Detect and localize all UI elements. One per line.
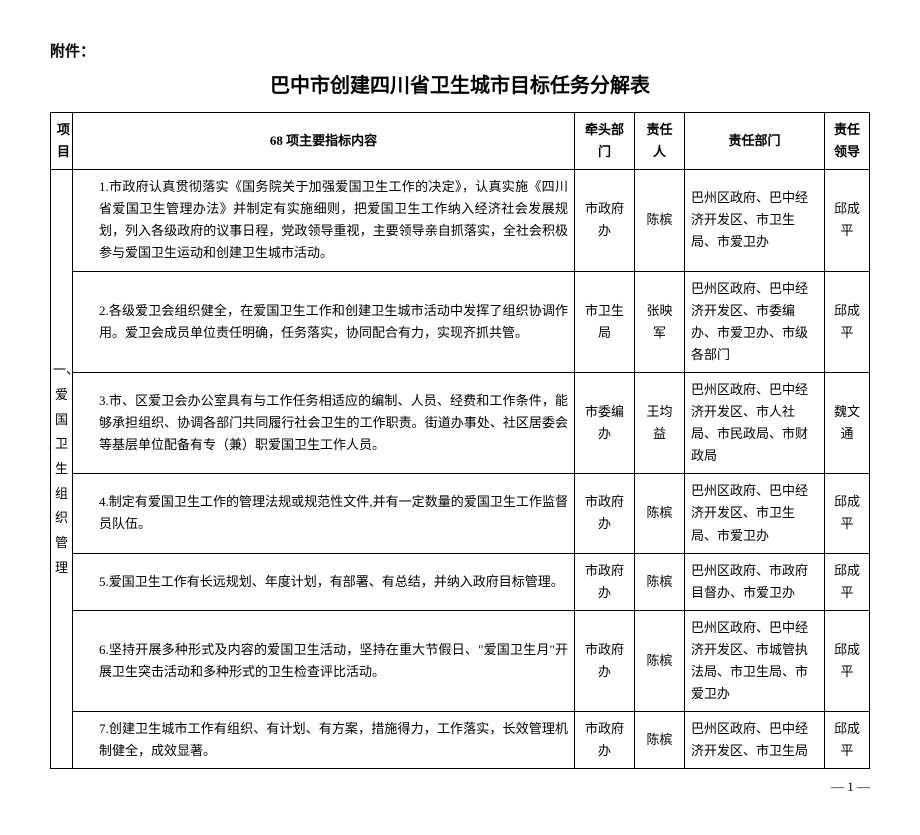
indicator-cell: 1.市政府认真贯彻落实《国务院关于加强爱国卫生工作的决定》，认真实施《四川省爱国… — [73, 170, 575, 271]
indicator-cell: 5.爱国卫生工作有长远规划、年度计划，有部署、有总结，并纳入政府目标管理。 — [73, 553, 575, 610]
header-person: 责任人 — [635, 113, 685, 170]
table-header-row: 项目 68 项主要指标内容 牵头部门 责任人 责任部门 责任领导 — [51, 113, 870, 170]
resp-dept-cell: 巴州区政府、巴中经济开发区、市卫生局、市爱卫办 — [685, 170, 825, 271]
resp-dept-cell: 巴州区政府、巴中经济开发区、市卫生局 — [685, 712, 825, 769]
lead-dept-cell: 市政府办 — [575, 170, 635, 271]
resp-dept-cell: 巴州区政府、巴中经济开发区、市卫生局、市爱卫办 — [685, 474, 825, 553]
table-row: 2.各级爱卫会组织健全，在爱国卫生工作和创建卫生城市活动中发挥了组织协调作用。爱… — [51, 271, 870, 372]
person-cell: 陈槟 — [635, 474, 685, 553]
lead-dept-cell: 市政府办 — [575, 712, 635, 769]
resp-dept-cell: 巴州区政府、巴中经济开发区、市委编办、市爱卫办、市级各部门 — [685, 271, 825, 372]
indicator-cell: 6.坚持开展多种形式及内容的爱国卫生活动，坚持在重大节假日、"爱国卫生月"开展卫… — [73, 610, 575, 711]
indicator-cell: 7.创建卫生城市工作有组织、有计划、有方案，措施得力，工作落实，长效管理机制健全… — [73, 712, 575, 769]
person-cell: 陈槟 — [635, 553, 685, 610]
table-row: 一、爱国卫生组织管理 1.市政府认真贯彻落实《国务院关于加强爱国卫生工作的决定》… — [51, 170, 870, 271]
task-table: 项目 68 项主要指标内容 牵头部门 责任人 责任部门 责任领导 一、爱国卫生组… — [50, 112, 870, 769]
indicator-cell: 4.制定有爱国卫生工作的管理法规或规范性文件,并有一定数量的爱国卫生工作监督员队… — [73, 474, 575, 553]
resp-leader-cell: 魏文通 — [825, 372, 870, 473]
table-row: 6.坚持开展多种形式及内容的爱国卫生活动，坚持在重大节假日、"爱国卫生月"开展卫… — [51, 610, 870, 711]
resp-leader-cell: 邱成平 — [825, 170, 870, 271]
person-cell: 陈槟 — [635, 610, 685, 711]
resp-leader-cell: 邱成平 — [825, 610, 870, 711]
table-row: 7.创建卫生城市工作有组织、有计划、有方案，措施得力，工作落实，长效管理机制健全… — [51, 712, 870, 769]
table-row: 3.市、区爱卫会办公室具有与工作任务相适应的编制、人员、经费和工作条件，能够承担… — [51, 372, 870, 473]
header-indicator: 68 项主要指标内容 — [73, 113, 575, 170]
lead-dept-cell: 市委编办 — [575, 372, 635, 473]
resp-dept-cell: 巴州区政府、巴中经济开发区、市人社局、市民政局、市财政局 — [685, 372, 825, 473]
resp-dept-cell: 巴州区政府、巴中经济开发区、市城管执法局、市卫生局、市爱卫办 — [685, 610, 825, 711]
header-project: 项目 — [51, 113, 73, 170]
header-resp-leader: 责任领导 — [825, 113, 870, 170]
indicator-cell: 2.各级爱卫会组织健全，在爱国卫生工作和创建卫生城市活动中发挥了组织协调作用。爱… — [73, 271, 575, 372]
person-cell: 张映军 — [635, 271, 685, 372]
resp-leader-cell: 邱成平 — [825, 271, 870, 372]
header-lead-dept: 牵头部门 — [575, 113, 635, 170]
category-cell: 一、爱国卫生组织管理 — [51, 170, 73, 769]
person-cell: 陈槟 — [635, 712, 685, 769]
header-resp-dept: 责任部门 — [685, 113, 825, 170]
person-cell: 王均益 — [635, 372, 685, 473]
lead-dept-cell: 市卫生局 — [575, 271, 635, 372]
page-number: — 1 — — [50, 779, 870, 795]
resp-leader-cell: 邱成平 — [825, 474, 870, 553]
page-title: 巴中市创建四川省卫生城市目标任务分解表 — [50, 69, 870, 98]
lead-dept-cell: 市政府办 — [575, 553, 635, 610]
lead-dept-cell: 市政府办 — [575, 474, 635, 553]
indicator-cell: 3.市、区爱卫会办公室具有与工作任务相适应的编制、人员、经费和工作条件，能够承担… — [73, 372, 575, 473]
person-cell: 陈槟 — [635, 170, 685, 271]
resp-leader-cell: 邱成平 — [825, 553, 870, 610]
lead-dept-cell: 市政府办 — [575, 610, 635, 711]
attachment-label: 附件： — [50, 40, 870, 61]
resp-dept-cell: 巴州区政府、市政府目督办、市爱卫办 — [685, 553, 825, 610]
table-row: 5.爱国卫生工作有长远规划、年度计划，有部署、有总结，并纳入政府目标管理。 市政… — [51, 553, 870, 610]
resp-leader-cell: 邱成平 — [825, 712, 870, 769]
table-row: 4.制定有爱国卫生工作的管理法规或规范性文件,并有一定数量的爱国卫生工作监督员队… — [51, 474, 870, 553]
